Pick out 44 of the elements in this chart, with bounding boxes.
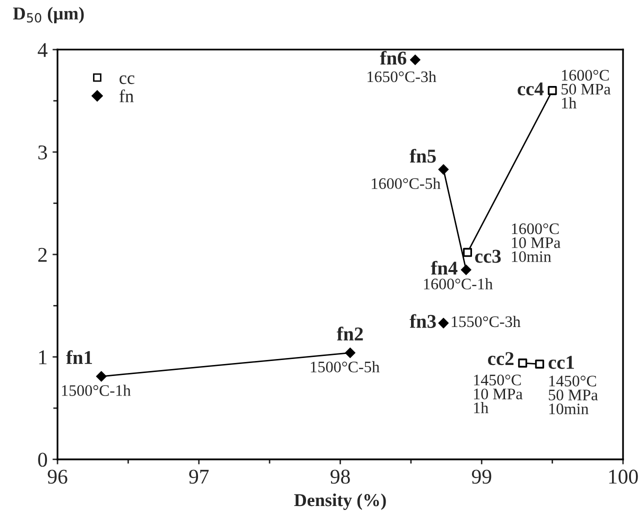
annotation: 1500°C-5h xyxy=(310,361,380,372)
legend-label: cc xyxy=(120,75,134,84)
point xyxy=(535,360,544,369)
annotation: cc3 xyxy=(475,250,501,263)
x-tick-label: 100 xyxy=(609,470,638,484)
point xyxy=(548,86,557,96)
legend-label: fn xyxy=(119,89,134,102)
annotation: 1650°C-3h xyxy=(368,70,436,82)
y-axis-title: D$_{50}$ (µm) xyxy=(13,6,84,24)
annotation: cc4 xyxy=(518,82,544,96)
annotation: 1600°C 10 MPa 10min xyxy=(512,223,560,262)
annotation: fn6 xyxy=(380,50,406,65)
annotation: 1500°C-1h xyxy=(62,384,131,396)
y-tick-label: 3 xyxy=(38,145,47,160)
point xyxy=(438,164,449,175)
y-tick-label: 0 xyxy=(38,452,47,467)
point xyxy=(344,348,356,358)
x-tick-label: 99 xyxy=(472,470,492,484)
y-tick-label: 2 xyxy=(38,248,47,262)
annotation: fn4 xyxy=(430,260,458,275)
annotation: 1600°C-5h xyxy=(372,178,440,190)
annotation: fn1 xyxy=(66,350,92,364)
x-tick-label: 97 xyxy=(189,470,209,484)
point xyxy=(438,318,449,328)
point xyxy=(518,358,528,368)
x-axis-title: Density (%) xyxy=(294,494,386,510)
annotation: cc1 xyxy=(548,356,574,369)
y-tick-label: 4 xyxy=(38,43,48,57)
annotation: 1450°C 10 MPa 1h xyxy=(474,374,523,414)
annotation: 1550°C-3h xyxy=(452,316,520,328)
point xyxy=(96,371,107,382)
point xyxy=(463,248,472,257)
x-tick-label: 96 xyxy=(48,470,68,484)
x-tick-label: 98 xyxy=(330,470,350,484)
annotation: cc2 xyxy=(488,352,514,366)
annotation: fn3 xyxy=(410,314,436,328)
point xyxy=(410,54,420,66)
annotation: fn5 xyxy=(410,148,436,163)
annotation: 1600°C 50 MPa 1h xyxy=(562,70,611,108)
annotation: 1450°C 50 MPa 10min xyxy=(548,376,598,414)
y-tick-label: 1 xyxy=(39,350,47,364)
point xyxy=(460,264,472,276)
annotation: fn2 xyxy=(336,326,363,340)
annotation: 1600°C-1h xyxy=(424,278,493,290)
